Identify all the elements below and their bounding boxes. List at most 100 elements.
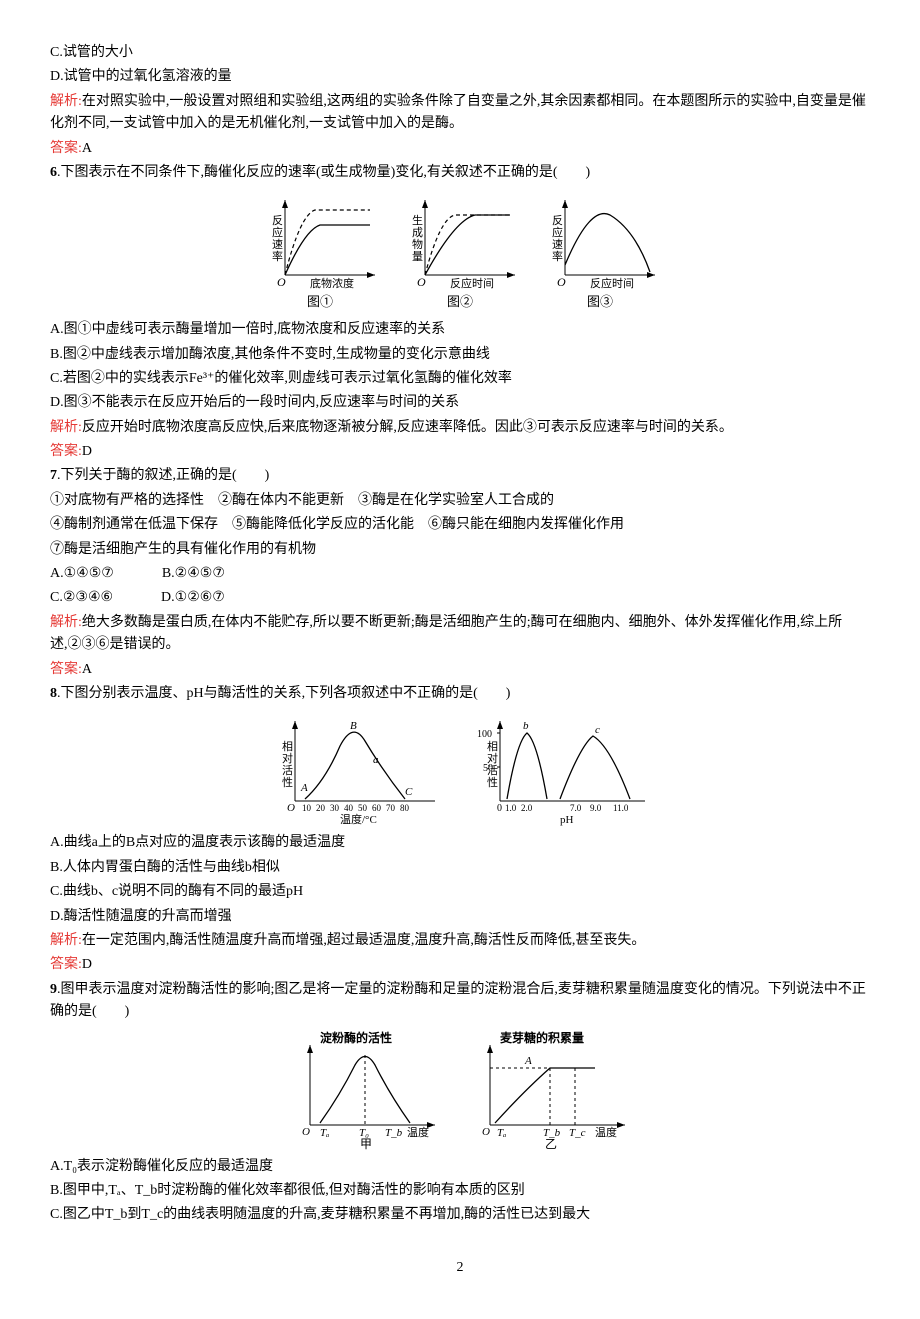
q9-text: .图甲表示温度对淀粉酶活性的影响;图乙是将一定量的淀粉酶和足量的淀粉混合后,麦芽… xyxy=(50,982,866,1019)
q7-option-b: B.②④⑤⑦ xyxy=(162,563,225,585)
q9-number: 9 xyxy=(50,982,57,997)
svg-text:温度: 温度 xyxy=(407,1125,429,1139)
svg-text:70: 70 xyxy=(386,803,396,813)
q7-options-row-2: C.②③④⑥ D.①②⑥⑦ xyxy=(50,587,870,609)
svg-text:淀粉酶的活性: 淀粉酶的活性 xyxy=(320,1030,392,1045)
q7-choices-2: ④酶制剂通常在低温下保存 ⑤酶能降低化学反应的活化能 ⑥酶只能在细胞内发挥催化作… xyxy=(50,514,870,536)
svg-text:2.0: 2.0 xyxy=(521,803,533,813)
svg-text:pH: pH xyxy=(560,814,574,826)
svg-text:9.0: 9.0 xyxy=(590,803,602,813)
q6-option-c: C.若图②中的实线表示Fe³⁺的催化效率,则虚线可表示过氧化氢酶的催化效率 xyxy=(50,368,870,390)
q7-option-a: A.①④⑤⑦ xyxy=(50,563,114,585)
q7-stem: 7.下列关于酶的叙述,正确的是( ) xyxy=(50,465,870,487)
svg-text:B: B xyxy=(350,720,357,732)
q7-choices-3: ⑦酶是活细胞产生的具有催化作用的有机物 xyxy=(50,539,870,561)
ylabel: 反应速率 xyxy=(552,214,563,263)
analysis-label: 解析: xyxy=(50,615,82,630)
q8-option-d: D.酶活性随温度的升高而增强 xyxy=(50,906,870,928)
q7-analysis: 解析:绝大多数酶是蛋白质,在体内不能贮存,所以要不断更新;酶是活细胞产生的;酶可… xyxy=(50,612,870,657)
chart-svg-3: 反应速率 O 反应时间 xyxy=(540,190,660,290)
q8-option-b: B.人体内胃蛋白酶的活性与曲线b相似 xyxy=(50,857,870,879)
q9-option-c: C.图乙中T_b到T_c的曲线表明随温度的升高,麦芽糖积累量不再增加,酶的活性已… xyxy=(50,1204,870,1226)
svg-text:10: 10 xyxy=(302,803,312,813)
svg-text:a: a xyxy=(373,754,379,766)
svg-text:7.0: 7.0 xyxy=(570,803,582,813)
svg-text:O: O xyxy=(482,1126,490,1138)
q8-stem: 8.下图分别表示温度、pH与酶活性的关系,下列各项叙述中不正确的是( ) xyxy=(50,683,870,705)
page-number: 2 xyxy=(50,1257,870,1279)
q6-charts: 反应速率 O 底物浓度 图① 生成物量 O 反应时间 图② 反应速率 xyxy=(50,190,870,313)
answer-label: 答案: xyxy=(50,444,82,459)
xlabel: 反应时间 xyxy=(590,276,634,290)
q6-answer: 答案:D xyxy=(50,441,870,463)
q6-chart-2: 生成物量 O 反应时间 图② xyxy=(400,190,520,313)
svg-text:O: O xyxy=(302,1126,310,1138)
q8-answer: 答案:D xyxy=(50,954,870,976)
svg-text:20: 20 xyxy=(316,803,326,813)
answer-label: 答案: xyxy=(50,957,82,972)
chart-caption-1: 图① xyxy=(260,292,380,313)
svg-text:O: O xyxy=(557,275,566,289)
svg-text:T_c: T_c xyxy=(569,1127,586,1139)
q8-chart-left-svg: 相对活性 A B a C O 10 20 30 40 50 60 70 80 温… xyxy=(265,711,445,826)
answer-text: D xyxy=(82,444,92,459)
svg-text:C: C xyxy=(405,786,413,798)
q6-option-a: A.图①中虚线可表示酶量增加一倍时,底物浓度和反应速率的关系 xyxy=(50,319,870,341)
q8-chart-left: 相对活性 A B a C O 10 20 30 40 50 60 70 80 温… xyxy=(265,711,445,826)
svg-text:100: 100 xyxy=(477,729,492,740)
svg-text:50: 50 xyxy=(483,763,493,774)
svg-text:c: c xyxy=(595,724,600,736)
svg-text:T_b: T_b xyxy=(385,1127,403,1139)
q6-chart-1: 反应速率 O 底物浓度 图① xyxy=(260,190,380,313)
q7-choices-1: ①对底物有严格的选择性 ②酶在体内不能更新 ③酶是在化学实验室人工合成的 xyxy=(50,490,870,512)
q6-option-d: D.图③不能表示在反应开始后的一段时间内,反应速率与时间的关系 xyxy=(50,392,870,414)
svg-text:1.0: 1.0 xyxy=(505,803,517,813)
analysis-label: 解析: xyxy=(50,94,82,109)
analysis-text: 反应开始时底物浓度高反应快,后来底物逐渐被分解,反应速率降低。因此③可表示反应速… xyxy=(82,420,733,435)
analysis-label: 解析: xyxy=(50,933,82,948)
q8-option-c: C.曲线b、c说明不同的酶有不同的最适pH xyxy=(50,881,870,903)
svg-text:60: 60 xyxy=(372,803,382,813)
xlabel: 底物浓度 xyxy=(310,276,354,290)
q6-text: .下图表示在不同条件下,酶催化反应的速率(或生成物量)变化,有关叙述不正确的是(… xyxy=(57,165,590,180)
q9-chart-left: 淀粉酶的活性 O Tₐ T₀ T_b 温度 甲 xyxy=(285,1030,445,1150)
answer-label: 答案: xyxy=(50,141,82,156)
chart-svg-2: 生成物量 O 反应时间 xyxy=(400,190,520,290)
svg-text:温度/°C: 温度/°C xyxy=(340,812,377,826)
q8-charts: 相对活性 A B a C O 10 20 30 40 50 60 70 80 温… xyxy=(50,711,870,826)
svg-text:50: 50 xyxy=(358,803,368,813)
q6-chart-3: 反应速率 O 反应时间 图③ xyxy=(540,190,660,313)
svg-text:40: 40 xyxy=(344,803,354,813)
q9-chart-left-svg: 淀粉酶的活性 O Tₐ T₀ T_b 温度 甲 xyxy=(285,1030,445,1150)
q6-option-b: B.图②中虚线表示增加酶浓度,其他条件不变时,生成物量的变化示意曲线 xyxy=(50,344,870,366)
analysis-text: 在一定范围内,酶活性随温度升高而增强,超过最适温度,温度升高,酶活性反而降低,甚… xyxy=(82,933,646,948)
svg-text:11.0: 11.0 xyxy=(613,803,629,813)
answer-text: A xyxy=(82,141,92,156)
q9-option-b: B.图甲中,Tₐ、T_b时淀粉酶的催化效率都很低,但对酶活性的影响有本质的区别 xyxy=(50,1180,870,1202)
ylabel: 反应速率 xyxy=(272,214,283,263)
q7-options-row-1: A.①④⑤⑦ B.②④⑤⑦ xyxy=(50,563,870,585)
q8-analysis: 解析:在一定范围内,酶活性随温度升高而增强,超过最适温度,温度升高,酶活性反而降… xyxy=(50,930,870,952)
analysis: 解析:在对照实验中,一般设置对照组和实验组,这两组的实验条件除了自变量之外,其余… xyxy=(50,91,870,136)
q9-chart-right: 麦芽糖的积累量 A O Tₐ T_b T_c 温度 乙 xyxy=(465,1030,635,1150)
q7-answer: 答案:A xyxy=(50,659,870,681)
svg-text:O: O xyxy=(417,275,426,289)
answer: 答案:A xyxy=(50,138,870,160)
analysis-label: 解析: xyxy=(50,420,82,435)
svg-text:80: 80 xyxy=(400,803,410,813)
svg-text:b: b xyxy=(523,720,529,732)
ylabel: 生成物量 xyxy=(412,213,423,263)
svg-text:A: A xyxy=(524,1055,532,1067)
q9-chart-right-svg: 麦芽糖的积累量 A O Tₐ T_b T_c 温度 乙 xyxy=(465,1030,635,1150)
option-c: C.试管的大小 xyxy=(50,42,870,64)
q6-analysis: 解析:反应开始时底物浓度高反应快,后来底物逐渐被分解,反应速率降低。因此③可表示… xyxy=(50,417,870,439)
analysis-text: 绝大多数酶是蛋白质,在体内不能贮存,所以要不断更新;酶是活细胞产生的;酶可在细胞… xyxy=(50,615,842,652)
q9-charts: 淀粉酶的活性 O Tₐ T₀ T_b 温度 甲 麦芽糖的积累量 A xyxy=(50,1030,870,1150)
svg-text:乙: 乙 xyxy=(545,1137,557,1150)
answer-text: D xyxy=(82,957,92,972)
chart-svg-1: 反应速率 O 底物浓度 xyxy=(260,190,380,290)
q9-stem: 9.图甲表示温度对淀粉酶活性的影响;图乙是将一定量的淀粉酶和足量的淀粉混合后,麦… xyxy=(50,979,870,1024)
chart-caption-2: 图② xyxy=(400,292,520,313)
svg-text:O: O xyxy=(287,802,295,814)
svg-text:麦芽糖的积累量: 麦芽糖的积累量 xyxy=(500,1030,584,1045)
